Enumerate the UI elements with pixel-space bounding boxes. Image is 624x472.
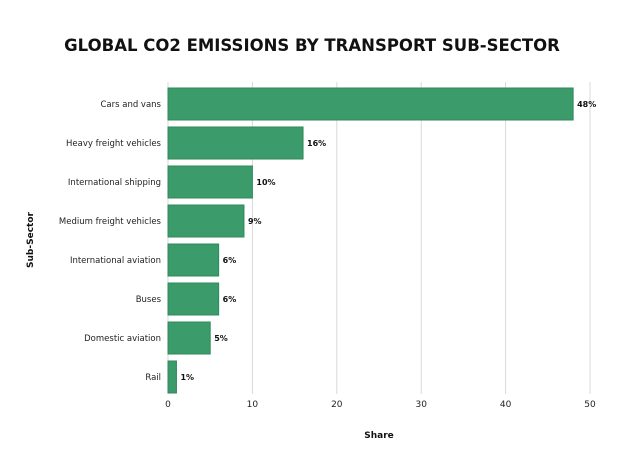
x-tick-label: 0: [165, 400, 171, 410]
data-label: 6%: [223, 256, 237, 265]
bar: [167, 204, 245, 238]
y-tick-label: Rail: [145, 373, 161, 383]
bar: [167, 126, 304, 160]
x-tick-label: 30: [415, 400, 427, 410]
y-tick-label: Domestic aviation: [84, 334, 161, 344]
x-tick-label: 10: [247, 400, 259, 410]
chart-title: GLOBAL CO2 EMISSIONS BY TRANSPORT SUB-SE…: [64, 36, 560, 55]
x-tick-label: 50: [584, 400, 596, 410]
y-tick-label: Buses: [136, 295, 162, 305]
y-tick-label: International shipping: [68, 178, 161, 188]
x-tick-label: 20: [331, 400, 343, 410]
x-axis-label: Share: [364, 431, 394, 441]
data-label: 10%: [256, 178, 275, 187]
y-tick-label: Cars and vans: [100, 100, 161, 110]
y-axis-label: Sub-Sector: [26, 211, 36, 267]
bar: [167, 321, 211, 355]
data-label: 16%: [307, 139, 326, 148]
bar: [167, 165, 253, 199]
y-tick-label: Heavy freight vehicles: [66, 139, 162, 149]
data-label: 1%: [180, 373, 194, 382]
data-label: 48%: [577, 100, 596, 109]
bar: [167, 243, 220, 277]
bar: [167, 282, 220, 316]
data-label: 6%: [223, 295, 237, 304]
data-label: 9%: [248, 217, 262, 226]
y-tick-label: International aviation: [70, 256, 161, 266]
x-tick-label: 40: [500, 400, 512, 410]
y-tick-label: Medium freight vehicles: [59, 217, 162, 227]
bar: [167, 87, 574, 121]
bar: [167, 360, 177, 394]
data-label: 5%: [214, 334, 228, 343]
